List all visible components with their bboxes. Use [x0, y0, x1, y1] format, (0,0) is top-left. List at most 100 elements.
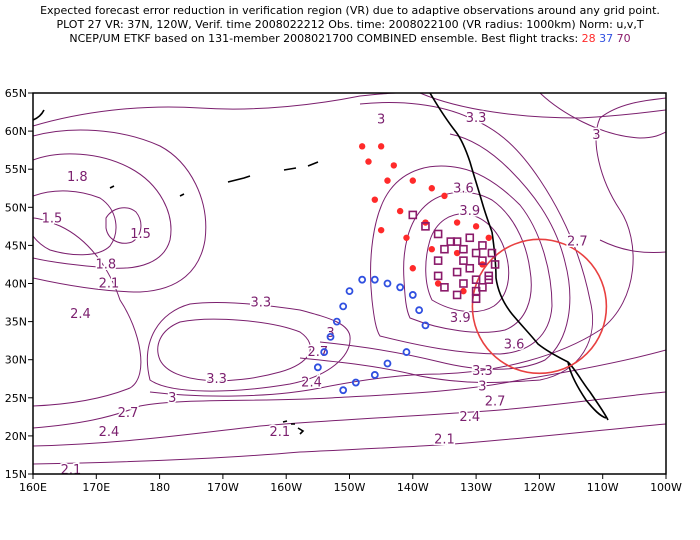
track-37-point [383, 359, 392, 368]
track-70-legend: 70 [616, 32, 631, 45]
contour-line [299, 102, 594, 383]
track-28-point [409, 177, 416, 184]
track-37-point [408, 291, 417, 299]
lon-label: 160W [270, 481, 302, 494]
title-line-2: PLOT 27 VR: 37N, 120W, Verif. time 20080… [56, 18, 644, 31]
track-70-point [452, 267, 462, 277]
baja-coast [567, 361, 607, 419]
contour-label: 2.7 [308, 345, 329, 360]
track-28-point [396, 207, 404, 215]
track-70-point [421, 222, 430, 231]
track-70-point [471, 275, 481, 284]
track-28-point [377, 143, 385, 150]
contour-line [370, 165, 553, 355]
track-28-point [428, 246, 435, 253]
track-28-point [377, 226, 385, 234]
contour-label: 2.7 [118, 406, 139, 421]
contour-label: 2.7 [485, 395, 506, 410]
verification-region [471, 238, 608, 375]
contour-line [599, 239, 666, 253]
track-28-point [441, 192, 448, 200]
contour-label: 1.8 [95, 257, 116, 272]
lon-label: 170E [82, 481, 110, 494]
contour-label: 2.4 [99, 425, 120, 440]
track-37-point [402, 348, 411, 356]
track-37-point [313, 363, 322, 372]
title-line-3-text: NCEP/UM ETKF based on 131-member 2008021… [69, 32, 579, 45]
contour-line [33, 423, 666, 465]
contour-line [33, 129, 207, 293]
track-70-point [459, 244, 468, 254]
track-70-point [440, 244, 449, 254]
track-37-point [320, 348, 329, 356]
track-28-point [434, 280, 442, 287]
lat-label: 65N [5, 87, 27, 100]
track-28-point [365, 158, 372, 165]
contour-labels: 3 3.331.83.61.51.53.92.71.82.12.43.33.933… [40, 110, 602, 480]
contour-label: 3 [377, 113, 385, 128]
contour-label: 2.7 [567, 235, 588, 250]
lon-label: 120W [523, 481, 555, 494]
track-70-point [487, 248, 497, 258]
lon-label: 100W [650, 481, 682, 494]
lon-label: 170W [207, 481, 239, 494]
lat-label: 20N [5, 430, 27, 443]
contour-lines [33, 93, 666, 465]
track-70-point [459, 279, 468, 288]
contour-line [33, 190, 117, 256]
contour-label: 3.3 [251, 296, 272, 311]
contour-line [403, 191, 532, 333]
map-frame-bg [33, 93, 666, 474]
lon-label: 110W [587, 481, 619, 494]
track-70-point [478, 241, 487, 250]
lat-label: 30N [5, 354, 27, 367]
contour-label: 2.1 [99, 277, 120, 292]
coastlines [33, 93, 609, 435]
track-37-legend: 37 [599, 32, 614, 45]
lon-label: 160E [19, 481, 47, 494]
track-37-point [370, 275, 379, 284]
contour-label: 2.1 [61, 463, 82, 478]
track-28-point [460, 287, 467, 295]
contour-label: 3 [168, 391, 176, 406]
contour-label: 3.6 [453, 181, 474, 196]
track-70-point [452, 237, 462, 246]
title-line-1: Expected forecast error reduction in ver… [40, 4, 660, 17]
lon-label: 150W [334, 481, 366, 494]
flight-tracks [313, 143, 500, 395]
track-70-point [433, 229, 443, 239]
contour-line [157, 318, 311, 382]
aleutians [227, 161, 319, 183]
track-37-point [339, 386, 348, 395]
track-28-point [390, 162, 398, 169]
contour-label: 3.9 [450, 311, 471, 326]
contour-line [425, 213, 510, 313]
verification-circle [471, 238, 608, 375]
contour-label: 3.6 [504, 337, 525, 352]
track-37-point [383, 279, 392, 288]
contour-line [33, 391, 666, 447]
track-37-point [339, 302, 348, 311]
track-70-point [471, 286, 481, 296]
contour-label: 2.1 [270, 425, 291, 440]
lon-label: 130W [460, 481, 492, 494]
contour-line [33, 93, 397, 127]
kamchatka-tip [33, 109, 45, 121]
contour-line [33, 217, 142, 407]
contour-line [539, 93, 666, 139]
hawaii [282, 420, 305, 435]
contour-line [105, 207, 142, 244]
track-28-point [409, 265, 416, 272]
track-28-point [453, 219, 461, 226]
track-28-point [403, 234, 410, 241]
alaska-coast [429, 93, 493, 233]
track-37-point [358, 275, 367, 284]
lat-label: 50N [5, 201, 27, 214]
lat-label: 40N [5, 278, 27, 291]
contour-line [419, 93, 666, 119]
track-28-point [485, 234, 492, 241]
track-37-point [326, 332, 335, 341]
track-28-legend: 28 [581, 32, 596, 45]
track-28-point [428, 185, 435, 192]
